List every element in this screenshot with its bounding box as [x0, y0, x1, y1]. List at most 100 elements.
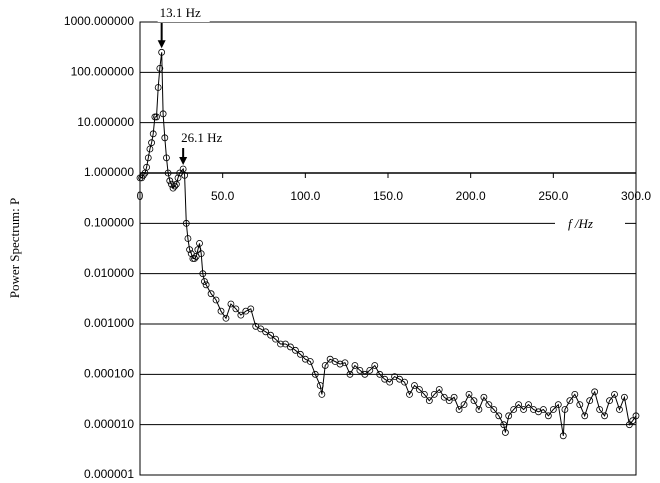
data-point [169, 184, 177, 192]
data-point [386, 378, 394, 386]
data-point [591, 388, 599, 396]
annotation-arrowhead [179, 157, 188, 166]
data-point [559, 432, 567, 440]
data-point [287, 343, 294, 351]
data-point [143, 163, 151, 171]
data-point [576, 401, 584, 409]
y-tick-label: 0.000001 [84, 467, 134, 481]
data-point [146, 145, 154, 153]
data-point [336, 360, 344, 368]
data-point [601, 412, 608, 420]
data-point [267, 331, 275, 339]
data-point [361, 370, 369, 378]
data-point [501, 429, 509, 436]
data-point [571, 390, 579, 398]
data-point [549, 406, 557, 413]
x-tick-label: 50.0 [211, 189, 235, 203]
y-tick-label: 0.000100 [84, 367, 134, 381]
plot-frame [139, 21, 637, 476]
data-point [168, 180, 175, 188]
annotation-bg [179, 131, 232, 148]
data-point [172, 180, 180, 188]
data-point [544, 412, 552, 420]
data-point [629, 417, 637, 425]
data-point [525, 401, 532, 409]
x-tick-label: 150.0 [373, 189, 403, 203]
data-point [237, 311, 245, 319]
data-point [465, 390, 473, 398]
data-point [161, 134, 169, 142]
data-point [247, 305, 255, 313]
data-point [174, 174, 182, 182]
data-point [455, 406, 463, 413]
data-point [282, 340, 289, 348]
y-tick-label: 1.000000 [84, 165, 134, 179]
data-point [139, 171, 147, 179]
annotation-bg [157, 6, 210, 22]
x-tick-label: 100.0 [290, 189, 320, 203]
data-point [148, 139, 155, 147]
y-tick-label: 0.100000 [84, 216, 134, 230]
data-point [554, 401, 562, 409]
data-point [151, 113, 159, 121]
data-point [207, 290, 215, 298]
data-point [311, 370, 319, 378]
data-point [318, 390, 326, 398]
data-point [581, 412, 589, 420]
data-point [381, 375, 389, 383]
data-point [596, 406, 604, 413]
data-point [406, 390, 413, 398]
data-point [420, 390, 428, 398]
data-point [227, 300, 235, 308]
data-point [179, 165, 187, 173]
data-point [435, 386, 443, 393]
data-point [187, 250, 195, 258]
data-point [411, 382, 418, 389]
data-point [621, 393, 628, 401]
data-point [292, 346, 299, 354]
data-point [625, 421, 633, 429]
y-tick-label: 10.000000 [77, 115, 134, 129]
data-point [201, 278, 208, 285]
data-point [272, 335, 279, 343]
data-point [430, 390, 438, 398]
data-point [495, 412, 503, 420]
data-point [366, 366, 374, 374]
data-point [202, 281, 210, 289]
data-point [194, 246, 202, 254]
data-point [189, 255, 197, 262]
x-axis-label: f /Hz [568, 216, 593, 231]
data-point [156, 64, 164, 72]
data-point [480, 393, 488, 401]
series-line [140, 52, 637, 436]
y-tick-label: 1000.000000 [64, 14, 134, 28]
data-point [199, 270, 207, 278]
data-point [485, 401, 493, 409]
annotation: 26.1 Hz [181, 130, 222, 145]
data-point [277, 340, 284, 348]
data-point [257, 325, 265, 333]
data-point [306, 358, 314, 365]
y-tick-label: 0.001000 [84, 316, 134, 330]
y-tick-label: 100.000000 [71, 65, 135, 79]
annotation-arrowhead [157, 40, 166, 49]
data-point [540, 406, 547, 413]
data-point [416, 386, 423, 393]
data-point [346, 370, 354, 378]
data-point [171, 182, 179, 190]
data-point [505, 412, 513, 420]
data-point [425, 397, 433, 405]
data-point [396, 375, 403, 383]
data-point [182, 219, 190, 227]
data-point [510, 406, 518, 413]
data-point [500, 421, 508, 429]
data-point [217, 307, 225, 315]
data-point [164, 169, 172, 177]
data-point [356, 366, 364, 374]
data-point [232, 305, 240, 313]
data-point [212, 296, 220, 304]
data-point [341, 359, 349, 367]
data-point [197, 250, 205, 258]
data-point [166, 177, 174, 185]
